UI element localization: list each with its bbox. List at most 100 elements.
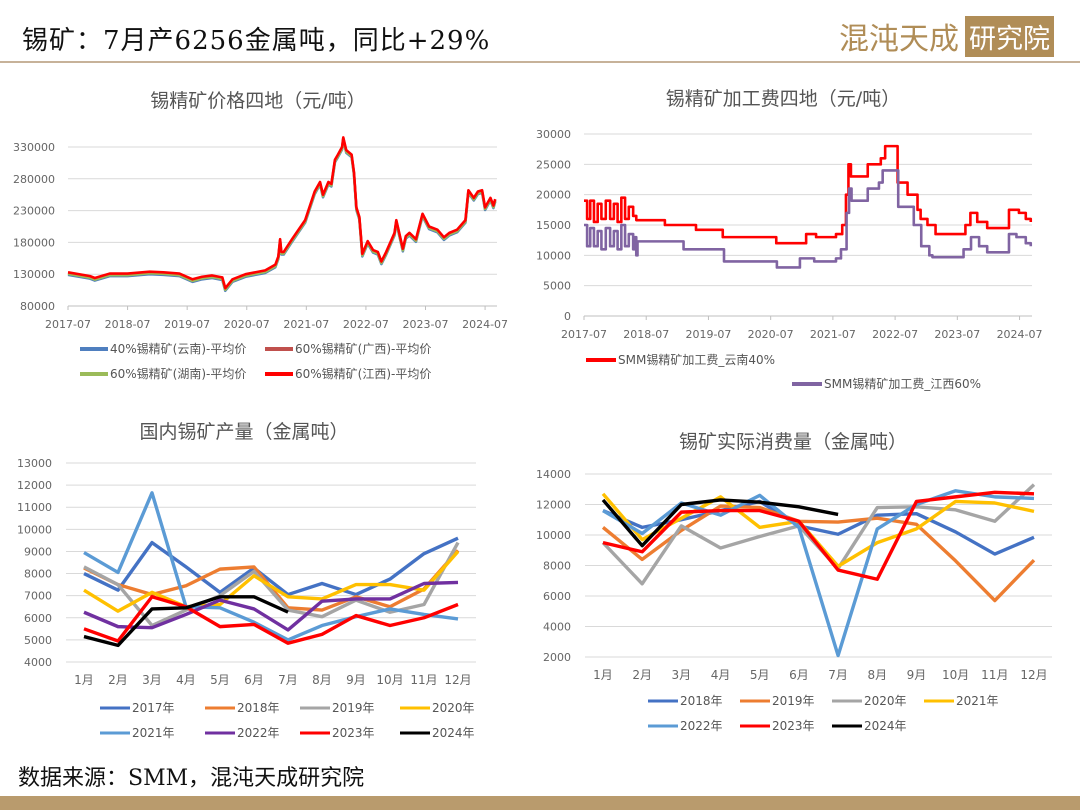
x-tick-label: 1月 [74,673,94,687]
y-tick-label: 15000 [536,219,571,232]
x-tick-label: 6月 [244,673,264,687]
legend-label: 2023年 [332,726,375,740]
y-tick-label: 8000 [24,568,52,581]
series-line-60%锡精矿(广西)-平均价 [67,137,497,291]
x-tick-label: 2018-07 [105,318,151,331]
y-tick-label: 11000 [17,501,52,514]
y-tick-label: 7000 [24,590,52,603]
legend-label: 2019年 [332,701,375,715]
legend-label: 2024年 [864,719,907,733]
series-line-2020年 [83,550,460,613]
page-title: 锡矿：7月产6256金属吨，同比+29% [22,26,491,56]
series-line-60%锡精矿(江西)-平均价 [67,136,497,290]
legend-label: 2024年 [432,726,475,740]
x-tick-label: 2023-07 [403,318,449,331]
x-tick-label: 2022-07 [343,318,389,331]
x-tick-label: 11月 [981,668,1008,682]
y-tick-label: 12000 [536,499,571,512]
chart-1: 锡精矿价格四地（元/吨） 80000 130000 180000 230000 28000… [13,90,508,381]
x-tick-label: 7月 [828,668,848,682]
y-tick-label: 5000 [24,634,52,647]
x-tick-label: 10月 [942,668,969,682]
x-tick-label: 2019-07 [164,318,210,331]
y-tick-label: 4000 [24,656,52,669]
brand-logo: 混沌天成 研究院 [839,14,1054,58]
legend-label: 2020年 [432,701,475,715]
y-tick-label: 4000 [543,621,571,634]
x-tick-label: 12月 [444,673,471,687]
legend-label: 2018年 [680,694,723,708]
x-tick-label: 4月 [176,673,196,687]
legend-label: 60%锡精矿(广西)-平均价 [295,341,431,356]
x-tick-label: 6月 [789,668,809,682]
x-tick-label: 2019-07 [685,328,731,341]
series-line-40%锡精矿(云南)-平均价 [67,138,497,293]
series-line-60%锡精矿(湖南)-平均价 [67,137,497,292]
x-tick-label: 2024-07 [462,318,508,331]
x-tick-label: 2017-07 [45,318,91,331]
y-tick-label: 0 [564,310,571,323]
x-tick-label: 2022-07 [872,328,918,341]
x-tick-label: 3月 [142,673,162,687]
legend-label: 2017年 [132,701,175,715]
chart-title: 锡精矿价格四地（元/吨） [150,90,365,112]
y-tick-label: 20000 [536,189,571,202]
y-tick-label: 9000 [24,545,52,558]
x-tick-label: 9月 [346,673,366,687]
y-tick-label: 8000 [543,560,571,573]
series-line-2022年 [83,580,459,632]
chart-3: 国内锡矿产量（金属吨） 4000 5000 6000 7000 8000 9000 10000… [17,421,476,740]
y-tick-label: 10000 [17,523,52,536]
legend-label: 2018年 [237,701,280,715]
chart-title: 锡矿实际消费量（金属吨） [679,431,907,453]
footer-bar [0,796,1080,810]
x-tick-label: 2月 [632,668,652,682]
x-tick-label: 2018-07 [623,328,669,341]
x-tick-label: 5月 [210,673,230,687]
x-tick-label: 12月 [1020,668,1047,682]
x-tick-label: 1月 [593,668,613,682]
y-tick-label: 12000 [17,479,52,492]
legend-label: 40%锡精矿(云南)-平均价 [110,341,246,356]
x-tick-label: 5月 [750,668,770,682]
y-tick-label: 30000 [536,128,571,141]
y-tick-label: 280000 [13,173,55,186]
x-tick-label: 9月 [907,668,927,682]
chart-4: 锡矿实际消费量（金属吨） 2000 4000 6000 8000 10000 12000 14… [536,431,1052,733]
x-tick-label: 8月 [867,668,887,682]
series-line-2023年 [602,490,1035,581]
legend-label: 60%锡精矿(湖南)-平均价 [110,366,246,381]
x-tick-label: 2017-07 [561,328,607,341]
y-tick-label: 10000 [536,529,571,542]
y-tick-label: 130000 [13,268,55,281]
x-tick-label: 2020-07 [748,328,794,341]
chart-title: 锡精矿加工费四地（元/吨） [666,88,900,110]
legend-label: 2023年 [772,719,815,733]
series-line-2023年 [83,595,459,645]
chart-title: 国内锡矿产量（金属吨） [139,421,348,443]
x-tick-label: 2020-07 [224,318,270,331]
x-tick-label: 10月 [376,673,403,687]
x-tick-label: 7月 [278,673,298,687]
series-line-SMM锡精矿加工费_江西60% [584,169,1033,269]
y-tick-label: 6000 [543,590,571,603]
y-tick-label: 10000 [536,249,571,262]
x-tick-label: 2021-07 [283,318,329,331]
x-tick-label: 2023-07 [934,328,980,341]
legend-label: 2022年 [237,726,280,740]
y-tick-label: 25000 [536,158,571,171]
legend-label: 2021年 [132,726,175,740]
series-line-2017年 [83,536,459,597]
x-tick-label: 2021-07 [810,328,856,341]
header-divider [0,61,1080,63]
legend-label: 2021年 [956,694,999,708]
legend-label: 2019年 [772,694,815,708]
y-tick-label: 180000 [13,236,55,249]
logo-box: 研究院 [965,15,1054,57]
y-tick-label: 2000 [543,651,571,664]
series-line-2020年 [601,483,1036,586]
x-tick-label: 2月 [108,673,128,687]
y-tick-label: 330000 [13,141,55,154]
logo-text: 混沌天成 [839,22,959,57]
